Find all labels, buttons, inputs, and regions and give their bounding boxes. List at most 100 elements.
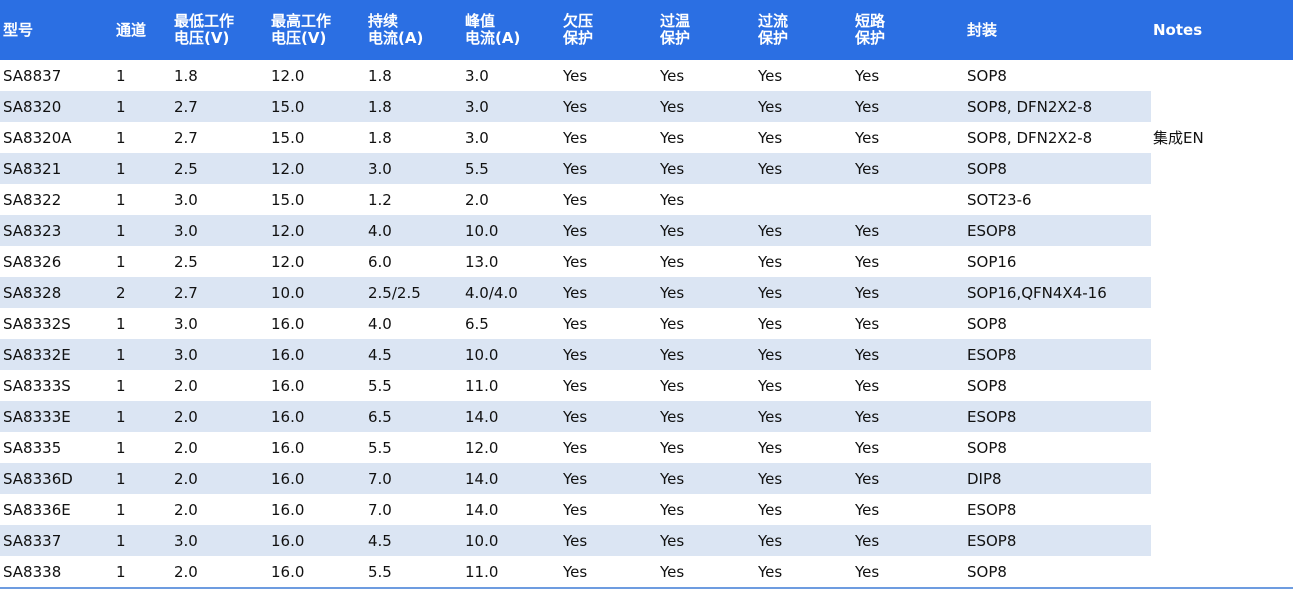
peak-current-cell: 14.0: [465, 500, 499, 519]
column-header-line1: 最低工作: [174, 12, 235, 30]
channel-cell: 1: [116, 159, 126, 178]
column-header: 最低工作 电压(V): [171, 0, 268, 60]
column-header: Notes: [1150, 0, 1293, 60]
notes-cell: [1150, 184, 1293, 215]
uvlo-cell: Yes: [563, 562, 588, 581]
table-row: SA8326 1 2.5 12.0 6.0 13.0 Yes Yes Yes Yes SOP16: [0, 246, 1293, 277]
continuous-current-cell: 2.5/2.5: [368, 283, 421, 302]
model-cell: SA8332S: [3, 314, 71, 333]
ocp-cell: Yes: [758, 376, 783, 395]
otp-cell: Yes: [660, 500, 685, 519]
channel-cell: 1: [116, 221, 126, 240]
package-cell: SOP8: [967, 562, 1007, 581]
scp-cell: Yes: [855, 345, 880, 364]
table-row: SA8332S 1 3.0 16.0 4.0 6.5 Yes Yes Yes Yes SOP8: [0, 308, 1293, 339]
channel-cell: 1: [116, 345, 126, 364]
notes-cell: [1149, 153, 1293, 184]
max-voltage-cell: 16.0: [271, 531, 305, 550]
peak-current-cell: 12.0: [465, 438, 499, 457]
channel-cell: 1: [116, 531, 126, 550]
package-cell: SOP8: [967, 314, 1007, 333]
continuous-current-cell: 7.0: [368, 469, 392, 488]
table-row: SA8333S 1 2.0 16.0 5.5 11.0 Yes Yes Yes Yes SOP8: [0, 370, 1293, 401]
otp-cell: Yes: [660, 345, 685, 364]
notes-cell: [1149, 339, 1293, 370]
min-voltage-cell: 3.0: [174, 314, 198, 333]
package-cell: ESOP8: [967, 407, 1017, 426]
notes-cell: [1150, 308, 1293, 339]
column-header: 峰值 电流(A): [462, 0, 560, 60]
uvlo-cell: Yes: [563, 531, 588, 550]
package-cell: DIP8: [967, 469, 1002, 488]
continuous-current-cell: 1.2: [368, 190, 392, 209]
continuous-current-cell: 1.8: [368, 97, 392, 116]
max-voltage-cell: 12.0: [271, 252, 305, 271]
column-header: 通道: [113, 0, 171, 60]
table-row: SA8332E 1 3.0 16.0 4.5 10.0 Yes Yes Yes Yes ESOP8: [0, 339, 1293, 370]
model-cell: SA8326: [3, 252, 62, 271]
table-row: SA8333E 1 2.0 16.0 6.5 14.0 Yes Yes Yes Yes ESOP8: [0, 401, 1293, 432]
ocp-cell: Yes: [758, 345, 783, 364]
notes-cell: 集成EN: [1153, 129, 1204, 147]
channel-cell: 1: [116, 128, 126, 147]
column-header: 过流 保护: [755, 0, 852, 60]
notes-cell: [1150, 60, 1293, 91]
column-header: 最高工作 电压(V): [268, 0, 365, 60]
continuous-current-cell: 5.5: [368, 376, 392, 395]
max-voltage-cell: 16.0: [271, 469, 305, 488]
table-row: SA8320A 1 2.7 15.0 1.8 3.0 Yes Yes Yes Yes SOP8, D…: [0, 122, 1293, 153]
package-cell: SOP8: [967, 438, 1007, 457]
scp-cell: Yes: [855, 469, 880, 488]
otp-cell: Yes: [660, 562, 685, 581]
min-voltage-cell: 2.0: [174, 500, 198, 519]
uvlo-cell: Yes: [563, 190, 588, 209]
peak-current-cell: 2.0: [465, 190, 489, 209]
max-voltage-cell: 12.0: [271, 221, 305, 240]
continuous-current-cell: 1.8: [368, 128, 392, 147]
model-cell: SA8321: [3, 159, 62, 178]
peak-current-cell: 10.0: [465, 531, 499, 550]
ocp-cell: Yes: [758, 97, 783, 116]
min-voltage-cell: 2.7: [174, 128, 198, 147]
column-header: 欠压 保护: [560, 0, 657, 60]
min-voltage-cell: 2.7: [174, 283, 198, 302]
max-voltage-cell: 16.0: [271, 376, 305, 395]
column-header-line2: 保护: [758, 29, 789, 47]
continuous-current-cell: 6.0: [368, 252, 392, 271]
column-header-line1: 通道: [116, 20, 147, 39]
continuous-current-cell: 5.5: [368, 562, 392, 581]
package-cell: ESOP8: [967, 500, 1017, 519]
table-row: SA8337 1 3.0 16.0 4.5 10.0 Yes Yes Yes Yes ESOP8: [0, 525, 1293, 556]
model-cell: SA8333S: [3, 376, 71, 395]
max-voltage-cell: 16.0: [271, 438, 305, 457]
continuous-current-cell: 4.0: [368, 221, 392, 240]
table-row: SA8338 1 2.0 16.0 5.5 11.0 Yes Yes Yes Yes SOP8: [0, 556, 1293, 587]
ocp-cell: Yes: [758, 407, 783, 426]
package-cell: ESOP8: [967, 345, 1017, 364]
uvlo-cell: Yes: [563, 376, 588, 395]
continuous-current-cell: 1.8: [368, 66, 392, 85]
table-bottom-rule: [0, 587, 1293, 589]
otp-cell: Yes: [660, 66, 685, 85]
column-header-line1: 最高工作: [271, 12, 332, 30]
ocp-cell: Yes: [758, 500, 783, 519]
peak-current-cell: 3.0: [465, 66, 489, 85]
max-voltage-cell: 16.0: [271, 314, 305, 333]
scp-cell: Yes: [855, 376, 880, 395]
uvlo-cell: Yes: [563, 66, 588, 85]
scp-cell: Yes: [855, 221, 880, 240]
notes-cell: [1150, 432, 1293, 463]
column-header-line1: 短路: [855, 12, 886, 30]
model-cell: SA8333E: [3, 407, 71, 426]
scp-cell: Yes: [855, 97, 880, 116]
scp-cell: Yes: [855, 500, 880, 519]
model-cell: SA8332E: [3, 345, 71, 364]
scp-cell: Yes: [855, 128, 880, 147]
ocp-cell: Yes: [758, 283, 783, 302]
continuous-current-cell: 7.0: [368, 500, 392, 519]
uvlo-cell: Yes: [563, 438, 588, 457]
peak-current-cell: 10.0: [465, 345, 499, 364]
column-header-line2: 电压(V): [174, 29, 230, 47]
model-cell: SA8335: [3, 438, 62, 457]
